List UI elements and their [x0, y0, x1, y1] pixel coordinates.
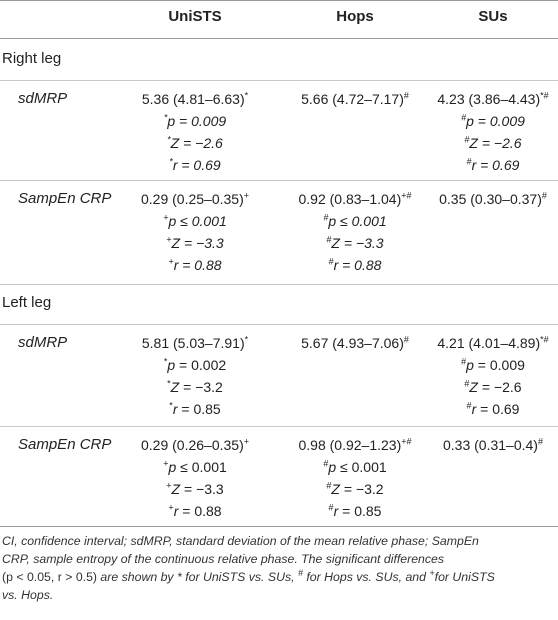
- cell-right-sdmrp-hops: 5.66 (4.72–7.17)#: [301, 90, 409, 107]
- table-footnote: CI, confidence interval; sdMRP, standard…: [2, 532, 552, 604]
- header-hops: Hops: [336, 8, 374, 25]
- header-unists: UniSTS: [168, 8, 222, 25]
- cell-left-sdmrp-unists: 5.81 (5.03–7.91)* *p = 0.002 *Z = −3.2 *…: [141, 334, 249, 417]
- row-label-right-sdmrp: sdMRP: [18, 90, 68, 107]
- header-rule: [0, 38, 558, 39]
- footnote-line-3: (p < 0.05, r > 0.5) are shown by * for U…: [2, 567, 495, 584]
- bottom-rule: [0, 526, 558, 527]
- cell-left-sampen-hops: 0.98 (0.92–1.23)+# #p ≤ 0.001 #Z = −3.2 …: [298, 436, 412, 519]
- row-label-left-sampen: SampEn CRP: [18, 436, 112, 453]
- footnote-line-2: CRP, sample entropy of the continuous re…: [2, 552, 445, 566]
- section-divider: [0, 284, 558, 285]
- footnote-line-4: vs. Hops.: [2, 588, 54, 602]
- row-label-right-sampen: SampEn CRP: [18, 190, 112, 207]
- section-title-left-leg: Left leg: [2, 294, 52, 311]
- row-rule: [0, 180, 558, 181]
- cell-right-sdmrp-sus: 4.23 (3.86–4.43)*# #p = 0.009 #Z = −2.6 …: [437, 90, 549, 173]
- row-rule: [0, 426, 558, 427]
- cell-left-sampen-unists: 0.29 (0.26–0.35)+ +p ≤ 0.001 +Z = −3.3 +…: [140, 436, 249, 519]
- cell-left-sampen-sus: 0.33 (0.31–0.4)#: [443, 436, 543, 453]
- row-label-left-sdmrp: sdMRP: [18, 334, 68, 351]
- top-rule: [0, 0, 558, 1]
- section-rule: [0, 80, 558, 81]
- cell-left-sdmrp-sus: 4.21 (4.01–4.89)*# #p = 0.009 #Z = −2.6 …: [437, 334, 549, 417]
- cell-left-sdmrp-hops: 5.67 (4.93–7.06)#: [301, 334, 409, 351]
- section-rule: [0, 324, 558, 325]
- section-title-right-leg: Right leg: [2, 50, 62, 67]
- cell-right-sdmrp-unists: 5.36 (4.81–6.63)* *p = 0.009 *Z = −2.6 *…: [141, 90, 249, 173]
- cell-right-sampen-unists: 0.29 (0.25–0.35)+ +p ≤ 0.001 +Z = −3.3 +…: [140, 190, 249, 273]
- cell-right-sampen-hops: 0.92 (0.83–1.04)+# #p ≤ 0.001 #Z = −3.3 …: [298, 190, 412, 273]
- header-sus: SUs: [478, 8, 508, 25]
- footnote-line-1: CI, confidence interval; sdMRP, standard…: [2, 534, 479, 548]
- cell-right-sampen-sus: 0.35 (0.30–0.37)#: [439, 190, 547, 207]
